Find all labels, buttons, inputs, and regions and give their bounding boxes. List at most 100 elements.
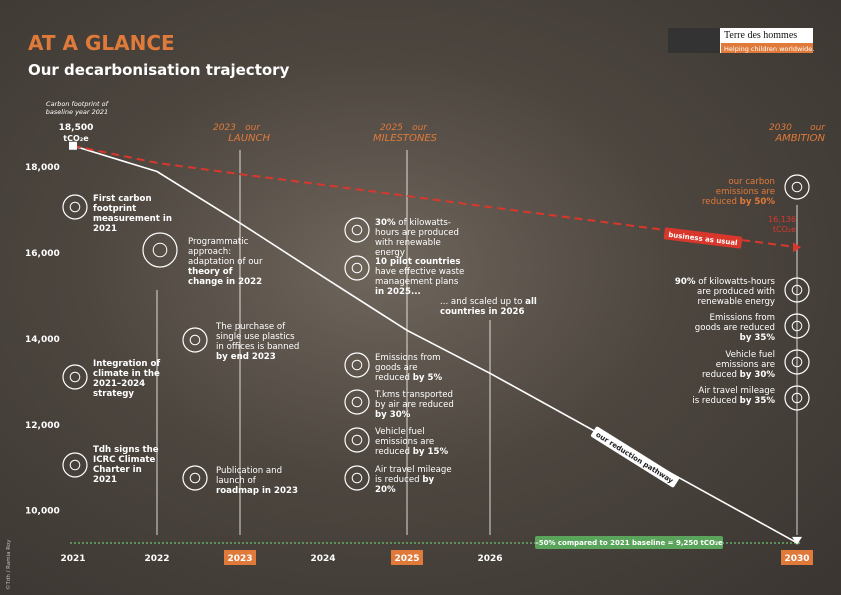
note-text: T.kms transported by air are reduced <box>375 390 454 410</box>
icon <box>344 465 370 491</box>
note-text: 10 pilot countries <box>375 257 461 267</box>
icon-detail <box>69 371 81 383</box>
note-text: by end 2023 <box>216 352 276 362</box>
note-text: our carbon emissions are reduced <box>701 177 775 207</box>
series-tag: business as usual <box>663 227 743 249</box>
note: T.kms transported by air are reduced by … <box>375 390 465 420</box>
icon <box>784 277 810 303</box>
note-text: by 30% <box>739 370 775 380</box>
note-text: ... and scaled up to <box>440 297 526 307</box>
series-line <box>72 144 798 544</box>
phase-name: AMBITION <box>774 133 825 144</box>
icon-detail <box>791 392 803 404</box>
phase-year: 2023 <box>213 123 236 133</box>
icon-detail <box>189 472 201 484</box>
note-text: Tdh signs the ICRC Climate Charter in 20… <box>93 445 159 485</box>
series-line <box>72 144 798 249</box>
note-text: all countries in 2026 <box>440 297 537 317</box>
note: Air travel mileage is reduced by 35% <box>690 386 775 406</box>
icon <box>344 255 370 281</box>
y-tick-label: 18,000 <box>25 163 60 173</box>
phase-year: 2030 <box>769 123 792 133</box>
arrow <box>792 536 802 545</box>
icon <box>344 352 370 378</box>
phase-word: our <box>245 123 261 133</box>
baseline-band: –50% compared to 2021 baseline = 9,250 t… <box>535 536 723 549</box>
band-box <box>535 536 723 549</box>
note: our carbon emissions are reduced by 50% <box>690 177 775 207</box>
note: Emissions from goods are reduced by 5% <box>375 353 455 383</box>
note: 90% of kilowatts-hours are produced with… <box>660 277 775 307</box>
icon <box>182 465 208 491</box>
icon-detail <box>69 201 81 213</box>
y-tick-label: 10,000 <box>25 507 60 517</box>
x-tick-label: 2025 <box>394 554 419 564</box>
note: Publication and launch of roadmap in 202… <box>216 466 301 496</box>
icon <box>62 194 88 220</box>
icon <box>142 232 178 268</box>
note-text: of kilowatts-hours are produced with ren… <box>695 277 775 307</box>
note-text: 90% <box>674 277 696 287</box>
title: AT A GLANCE <box>28 31 175 55</box>
note-text: by 35% <box>739 396 775 406</box>
y-tick-label: 16,000 <box>25 249 60 259</box>
note-text: by 15% <box>412 447 449 457</box>
phase-name: LAUNCH <box>228 133 270 144</box>
icon <box>784 174 810 200</box>
note-text: Programmatic approach: adaptation of our <box>188 237 263 267</box>
tag-box <box>663 227 743 249</box>
icon-detail <box>351 472 363 484</box>
subtitle: Our decarbonisation trajectory <box>28 61 290 79</box>
note-text: Air travel mileage is reduced <box>375 465 452 485</box>
note-text: Emissions from goods are reduced <box>694 313 775 333</box>
logo: Terre des hommes <box>724 30 797 41</box>
tagline-box <box>721 43 813 53</box>
note: ... and scaled up to all countries in 20… <box>440 297 550 317</box>
note-text: Publication and launch of <box>216 466 283 486</box>
note-text: Integration of climate in the 2021–2024 … <box>93 359 161 399</box>
note: Vehicle fuel emissions are reduced by 15… <box>375 427 455 457</box>
bau-value: 16,136 <box>768 215 796 224</box>
note-text: by 20% <box>375 475 435 495</box>
tagline: Helping children worldwide. <box>724 45 814 53</box>
note-text: by 30% <box>375 410 411 420</box>
year-box <box>224 550 256 565</box>
note: Vehicle fuel emissions are reduced by 30… <box>690 350 775 380</box>
note-text: First carbon footprint measurement in 20… <box>93 194 172 234</box>
note-text: in 2025... <box>375 287 421 297</box>
note: 30% of kilowatts-hours are produced with… <box>375 218 465 258</box>
band-label: –50% compared to 2021 baseline = 9,250 t… <box>535 539 723 547</box>
note: 10 pilot countries have effective waste … <box>375 257 465 297</box>
icon-detail <box>351 224 363 236</box>
note-text: Vehicle fuel emissions are reduced <box>701 350 775 380</box>
icon-detail <box>351 396 363 408</box>
baseline-value: 18,500 <box>59 123 94 133</box>
legend-label: our reduction pathway <box>594 431 675 485</box>
series-tag: our reduction pathway <box>591 426 679 488</box>
y-tick-label: 12,000 <box>25 421 60 431</box>
note-text: of kilowatts-hours are produced with ren… <box>375 218 459 258</box>
note: Integration of climate in the 2021–2024 … <box>93 359 163 399</box>
note: The purchase of single use plastics in o… <box>216 322 304 362</box>
phase-year: 2025 <box>380 123 403 133</box>
icon-detail <box>791 320 803 332</box>
icon-detail <box>189 334 201 346</box>
icon <box>62 364 88 390</box>
year-box <box>391 550 423 565</box>
note-text: Emissions from goods are reduced <box>375 353 441 383</box>
icon <box>344 389 370 415</box>
note: Programmatic approach: adaptation of our… <box>188 237 268 287</box>
bau-unit: tCO₂e <box>773 225 796 234</box>
icon-detail <box>351 359 363 371</box>
note-text: 30% <box>375 218 396 228</box>
note-text: have effective waste management plans <box>375 267 465 287</box>
logo-eyes <box>668 28 720 53</box>
note-text: Vehicle fuel emissions are reduced <box>375 427 435 457</box>
icon <box>344 217 370 243</box>
icon-detail <box>152 242 168 258</box>
arrow <box>793 242 801 253</box>
x-tick-label: 2026 <box>477 554 502 564</box>
